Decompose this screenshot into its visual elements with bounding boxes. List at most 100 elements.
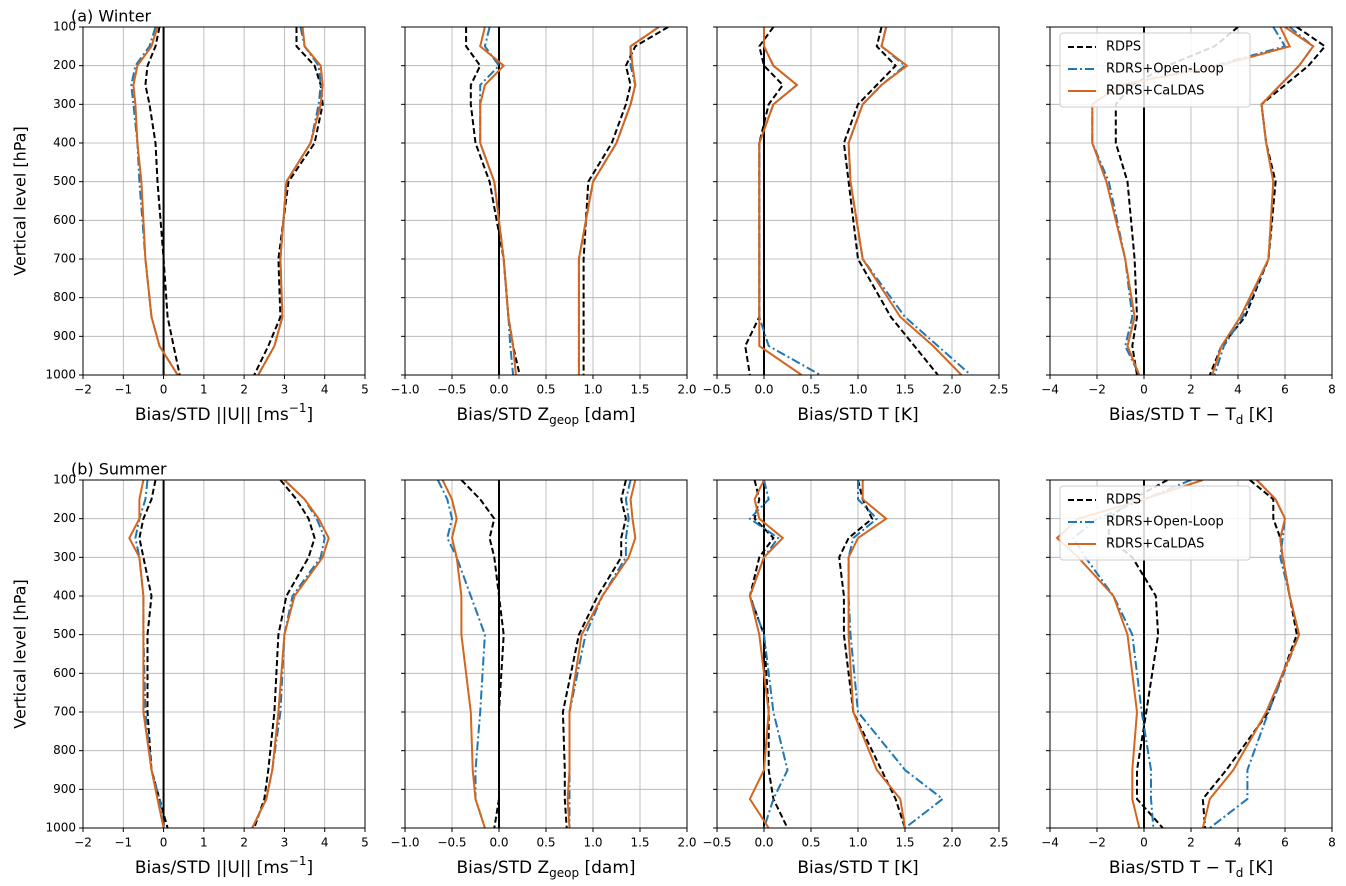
x-tick-label: −0.5 xyxy=(702,836,731,850)
y-tick-label: 700 xyxy=(53,705,76,719)
x-axis-label: Bias/STD T − Td [K] xyxy=(1109,405,1273,427)
legend-label: RDRS+Open-Loop xyxy=(1106,515,1224,530)
x-tick-label: 0.0 xyxy=(754,836,773,850)
x-tick-label: −1 xyxy=(114,836,132,850)
y-tick-label: 1000 xyxy=(45,368,76,382)
x-tick-label: 2 xyxy=(1187,836,1195,850)
plot-frame xyxy=(1049,26,1333,376)
plot-frame xyxy=(404,479,688,829)
x-tick-label: −2 xyxy=(74,383,92,397)
x-axis-label-part: [K] xyxy=(1243,858,1273,878)
x-tick-label: 8 xyxy=(1328,836,1336,850)
profile-line xyxy=(758,27,803,375)
profile-line xyxy=(748,480,785,828)
x-tick-label: 2.5 xyxy=(989,383,1008,397)
x-tick-label: 4 xyxy=(321,836,329,850)
x-axis-label-part: ] xyxy=(306,858,313,878)
x-tick-label: 4 xyxy=(1234,383,1242,397)
x-tick-label: 0.0 xyxy=(489,836,508,850)
x-tick-label: −2 xyxy=(1088,836,1106,850)
x-tick-label: 5 xyxy=(361,836,369,850)
profile-line xyxy=(1211,27,1315,375)
y-axis-label: Vertical level [hPa] xyxy=(11,579,30,728)
x-axis-label-part: [K] xyxy=(1243,405,1273,425)
x-tick-label: 0.0 xyxy=(489,383,508,397)
y-tick-label: 800 xyxy=(53,290,76,304)
x-tick-label: −1.0 xyxy=(390,383,419,397)
x-axis-label-part: Bias/STD T [K] xyxy=(797,405,918,425)
x-tick-label: −2 xyxy=(74,836,92,850)
profile-line xyxy=(130,27,179,375)
x-axis-label-part: ] xyxy=(306,405,313,425)
x-tick-label: 0.5 xyxy=(536,383,555,397)
x-tick-label: 2 xyxy=(240,836,248,850)
legend-box xyxy=(1059,485,1251,561)
profile-line xyxy=(251,480,330,828)
x-tick-label: 1 xyxy=(200,383,208,397)
y-tick-label: 700 xyxy=(53,252,76,266)
plot-frame xyxy=(716,26,1000,376)
x-axis-label: Bias/STD T [K] xyxy=(797,405,918,425)
x-tick-label: 0.0 xyxy=(754,383,773,397)
x-tick-label: 1.5 xyxy=(630,383,649,397)
x-tick-label: 4 xyxy=(1234,836,1242,850)
x-tick-label: 3 xyxy=(281,836,289,850)
x-axis-label: Bias/STD ||U|| [ms−1] xyxy=(135,854,313,879)
x-tick-label: 2.0 xyxy=(942,383,961,397)
x-tick-label: 0 xyxy=(1140,836,1148,850)
profile-line xyxy=(748,480,789,828)
x-tick-label: 1.5 xyxy=(895,383,914,397)
y-axis-label: Vertical level [hPa] xyxy=(11,126,30,275)
profile-line xyxy=(437,480,486,828)
x-tick-label: 0 xyxy=(160,383,168,397)
profile-line xyxy=(257,27,322,375)
y-tick-label: 300 xyxy=(53,97,76,111)
y-tick-label: 900 xyxy=(53,329,76,343)
legend-label: RDRS+Open-Loop xyxy=(1106,62,1224,77)
plot-frame xyxy=(1049,479,1333,829)
profile-line xyxy=(465,27,521,375)
profile-line xyxy=(577,27,660,375)
x-axis-label-part: geop xyxy=(549,866,579,880)
profile-line xyxy=(1107,480,1168,828)
x-axis-label-part: Bias/STD Z xyxy=(456,405,549,425)
x-axis-label-part: −1 xyxy=(289,854,307,868)
x-axis-label-part: Bias/STD ||U|| [ms xyxy=(135,405,289,425)
x-tick-label: 1.0 xyxy=(583,836,602,850)
profile-line xyxy=(1208,27,1327,375)
profile-line xyxy=(566,480,637,828)
y-tick-label: 1000 xyxy=(45,821,76,835)
x-tick-label: 1.5 xyxy=(630,836,649,850)
x-axis-label: Bias/STD T [K] xyxy=(797,858,918,878)
y-tick-label: 800 xyxy=(53,743,76,757)
x-tick-label: 0 xyxy=(1140,383,1148,397)
x-axis-label-part: geop xyxy=(549,413,579,427)
panel-title: (a) Winter xyxy=(71,7,152,26)
x-tick-label: −2 xyxy=(1088,383,1106,397)
profile-line xyxy=(479,27,517,375)
legend-label: RDPS xyxy=(1106,493,1141,508)
profile-line xyxy=(847,480,945,828)
y-tick-label: 100 xyxy=(53,473,76,487)
x-tick-label: 2 xyxy=(240,383,248,397)
profile-line xyxy=(138,480,169,828)
y-tick-label: 100 xyxy=(53,20,76,34)
x-tick-label: 1.0 xyxy=(848,836,867,850)
x-axis-label-part: Bias/STD T − T xyxy=(1109,858,1236,878)
x-axis-label-part: Bias/STD T [K] xyxy=(797,858,918,878)
profile-line xyxy=(460,480,505,828)
x-tick-label: 4 xyxy=(321,383,329,397)
y-tick-label: 500 xyxy=(53,627,76,641)
profile-line xyxy=(838,480,906,828)
x-tick-label: 6 xyxy=(1281,836,1289,850)
x-axis-label-part: Bias/STD ||U|| [ms xyxy=(135,858,289,878)
x-axis-label-part: −1 xyxy=(289,401,307,415)
legend-label: RDRS+CaLDAS xyxy=(1106,537,1204,552)
x-tick-label: −1 xyxy=(114,383,132,397)
x-axis-label: Bias/STD Zgeop [dam] xyxy=(456,405,635,427)
profile-line xyxy=(251,480,326,828)
profile-line xyxy=(128,480,165,828)
x-tick-label: 2 xyxy=(1187,383,1195,397)
x-axis-label-part: Bias/STD Z xyxy=(456,858,549,878)
